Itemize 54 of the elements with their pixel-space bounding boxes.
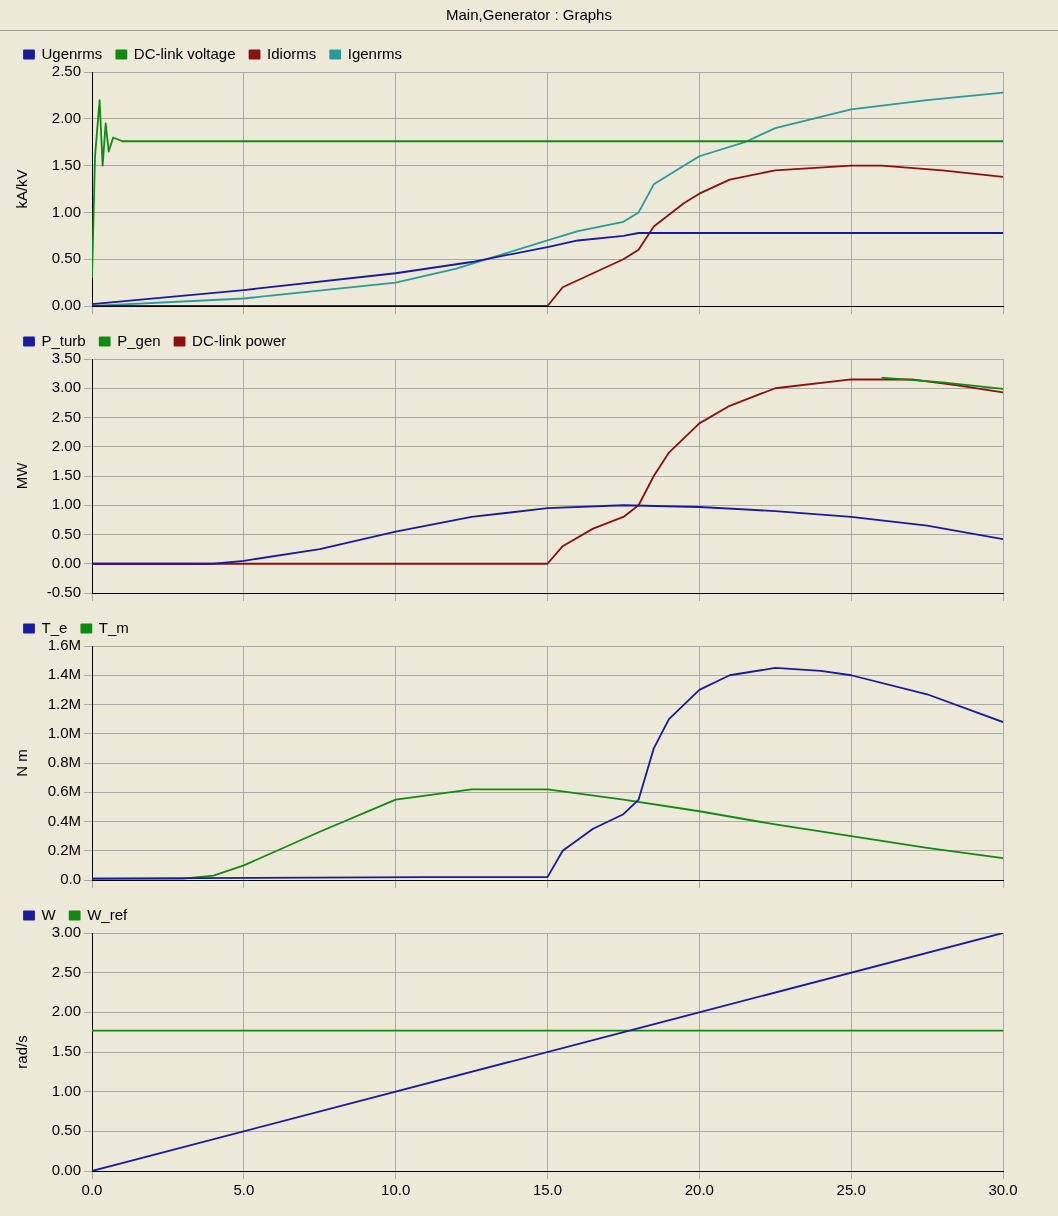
y-tick-label: 1.50 (51, 1042, 81, 1060)
y-tick-label: 0.50 (51, 524, 81, 542)
y-axis-title: N m (13, 749, 31, 777)
legend-label: W_ref (87, 905, 128, 923)
y-tick-label: 1.2M (47, 694, 81, 712)
chart-title: Main,Generator : Graphs (0, 0, 1058, 31)
legend-label: Idiorms (267, 44, 317, 62)
y-tick-label: 2.00 (51, 108, 81, 126)
y-tick-label: 1.0M (47, 723, 81, 741)
y-axis-title: rad/s (13, 1035, 31, 1069)
y-tick-label: 1.50 (51, 466, 81, 484)
x-tick-label: 15.0 (532, 1181, 563, 1199)
y-tick-label: 0.00 (51, 1161, 81, 1179)
y-tick-label: -0.50 (46, 583, 81, 601)
legend-label: P_gen (117, 331, 161, 349)
y-tick-label: 0.0 (60, 870, 81, 888)
x-tick-label: 0.0 (81, 1181, 103, 1199)
y-tick-label: 3.00 (51, 923, 81, 941)
x-tick-label: 10.0 (381, 1181, 411, 1199)
y-tick-label: 2.00 (51, 436, 81, 454)
legend-label: DC-link voltage (133, 44, 236, 62)
x-tick-label: 5.0 (233, 1181, 255, 1199)
y-tick-label: 1.00 (51, 1081, 81, 1099)
y-tick-label: 2.50 (51, 962, 81, 980)
y-tick-label: 1.50 (51, 155, 81, 173)
x-tick-label: 25.0 (836, 1181, 866, 1199)
y-tick-label: 2.50 (51, 62, 81, 80)
y-tick-label: 2.50 (51, 407, 81, 425)
y-tick-label: 3.50 (51, 349, 81, 367)
y-tick-label: 0.50 (51, 1121, 81, 1139)
legend-label: DC-link power (192, 331, 287, 349)
y-tick-label: 1.6M (47, 636, 81, 654)
y-axis-title: kA/kV (13, 169, 31, 209)
y-tick-label: 0.4M (47, 811, 81, 829)
legend-label: Ugenrms (41, 44, 103, 62)
legend-label: T_m (98, 618, 129, 636)
y-axis-title: MW (13, 461, 31, 490)
y-tick-label: 2.00 (51, 1002, 81, 1020)
y-tick-label: 0.2M (47, 840, 81, 858)
legend-label: Igenrms (347, 44, 402, 62)
y-tick-label: 1.00 (51, 202, 81, 220)
y-tick-label: 0.6M (47, 782, 81, 800)
y-tick-label: 3.00 (51, 378, 81, 396)
y-tick-label: 1.4M (47, 665, 81, 683)
y-tick-label: 0.00 (51, 296, 81, 314)
legend-label: T_e (41, 618, 68, 636)
y-tick-label: 0.00 (51, 553, 81, 571)
y-tick-label: 0.50 (51, 249, 81, 267)
x-tick-label: 20.0 (684, 1181, 714, 1199)
x-tick-label: 30.0 (988, 1181, 1018, 1199)
y-tick-label: 1.00 (51, 495, 81, 513)
legend-label: P_turb (41, 331, 86, 349)
y-tick-label: 0.8M (47, 753, 81, 771)
legend-label: W (41, 905, 57, 923)
